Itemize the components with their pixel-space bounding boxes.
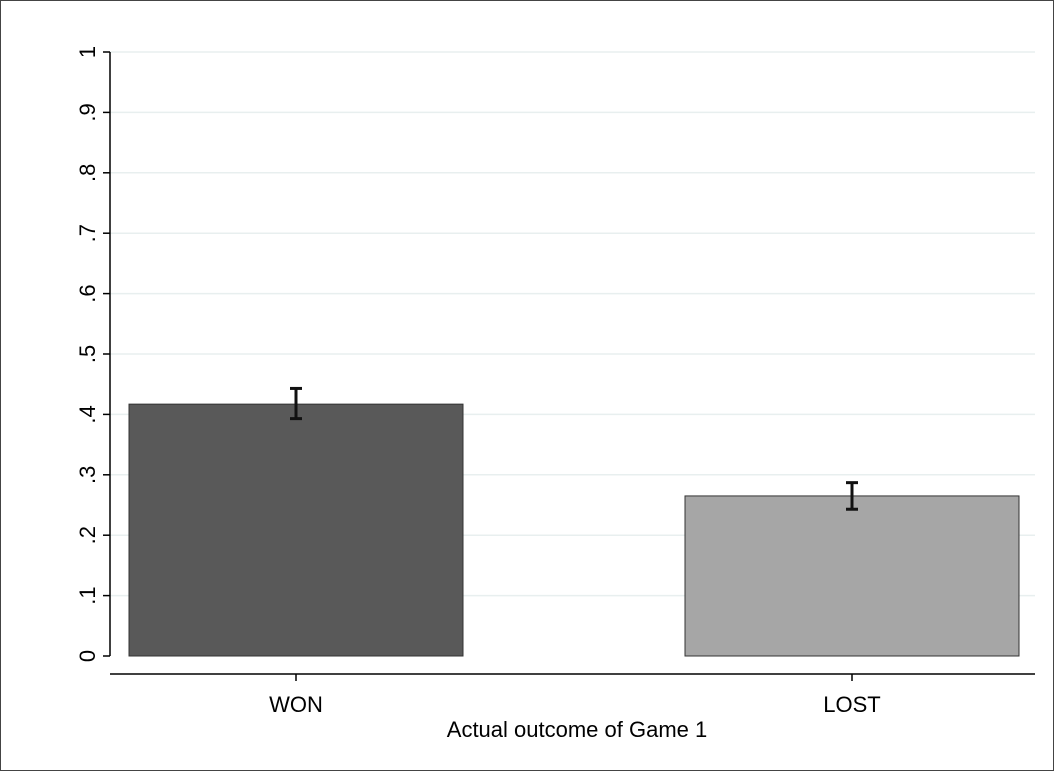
x-tick-label-won: WON (269, 692, 323, 717)
y-tick-label: .8 (75, 164, 100, 182)
bar-won (128, 403, 464, 657)
bars (128, 403, 1020, 657)
axes: 0 .1 .2 .3 .4 .5 .6 .7 .8 .9 1 WON LOST (75, 46, 1035, 717)
x-axis-title: Actual outcome of Game 1 (447, 717, 707, 742)
error-bar-lost (846, 481, 858, 511)
y-tick-label: .1 (75, 586, 100, 604)
y-tick-label: .6 (75, 284, 100, 302)
y-tick-label: .9 (75, 103, 100, 121)
y-tick-label: .3 (75, 466, 100, 484)
y-tick-label: 1 (75, 46, 100, 58)
x-tick-label-lost: LOST (823, 692, 880, 717)
y-tick-label: .4 (75, 405, 100, 423)
y-tick-label: 0 (75, 650, 100, 662)
bar-lost (684, 495, 1020, 657)
y-tick-label: .2 (75, 526, 100, 544)
y-tick-label: .5 (75, 345, 100, 363)
error-bars (290, 386, 858, 511)
error-bar-won (290, 386, 302, 421)
y-tick-label: .7 (75, 224, 100, 242)
